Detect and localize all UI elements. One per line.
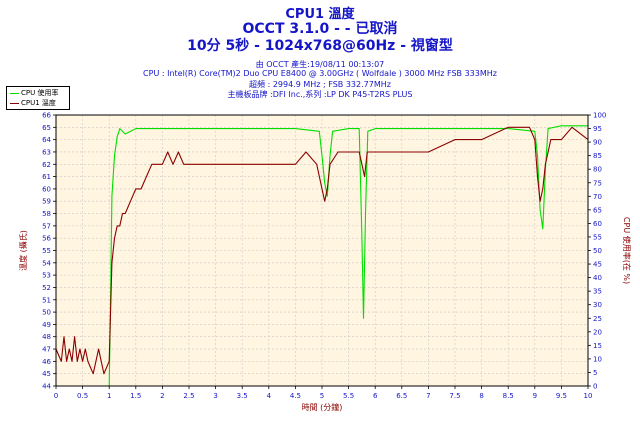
- x-tick-label: 6.5: [396, 392, 407, 400]
- y-left-tick-label: 44: [42, 383, 51, 391]
- series-line-cpu1-temp: [55, 126, 589, 375]
- x-tick-label: 2.5: [183, 392, 194, 400]
- chart-subtitle: OCCT 3.1.0 - - 已取消: [242, 21, 398, 37]
- y-left-tick-label: 56: [42, 235, 51, 243]
- series-layer: [55, 125, 589, 387]
- x-tick-label: 1.5: [130, 392, 141, 400]
- y-left-tick-label: 45: [42, 370, 51, 378]
- legend-swatch-usage: [10, 92, 19, 94]
- y-right-tick-label: 0: [593, 383, 597, 391]
- y-right-tick-label: 85: [593, 152, 602, 160]
- generated-info: 由 OCCT 產生:19/08/11 00:13:07: [255, 60, 385, 69]
- test-info: 10分 5秒 - 1024x768@60Hz - 視窗型: [187, 38, 453, 54]
- x-axis-label: 時間 (分鐘): [302, 402, 343, 412]
- y-left-tick-label: 51: [42, 296, 51, 304]
- y-left-tick-label: 50: [42, 309, 51, 317]
- x-tick-label: 7.5: [449, 392, 460, 400]
- y-right-tick-label: 40: [593, 274, 602, 282]
- x-tick-label: 0.5: [77, 392, 88, 400]
- y-left-tick-label: 59: [42, 198, 51, 206]
- y-left-tick-label: 64: [42, 136, 51, 144]
- y-right-tick-label: 100: [593, 112, 606, 120]
- y-right-tick-label: 55: [593, 233, 602, 241]
- y-right-tick-label: 20: [593, 328, 602, 336]
- x-tick-label: 5: [320, 392, 324, 400]
- x-tick-label: 4: [267, 392, 272, 400]
- y-right-tick-label: 10: [593, 355, 602, 363]
- legend-label-usage: CPU 使用率: [21, 89, 59, 97]
- y-right-tick-label: 95: [593, 125, 602, 133]
- y-left-tick-label: 62: [42, 161, 51, 169]
- y-left-tick-label: 57: [42, 222, 51, 230]
- legend-swatch-temp: [10, 102, 19, 104]
- axes: 0 0.5 1 1.5 2 2.5 3 3.5 4 4.5 5 5.5 6 6.5 7 7.5 8 8.5 9 9.5…: [42, 112, 606, 401]
- y-left-tick-label: 60: [42, 185, 51, 193]
- x-tick-label: 0: [54, 392, 58, 400]
- y-left-tick-label: 66: [42, 112, 51, 120]
- legend: CPU 使用率 CPU1 溫度: [6, 86, 70, 110]
- y-right-tick-label: 50: [593, 247, 602, 255]
- x-tick-label: 8.5: [503, 392, 514, 400]
- y-left-tick-label: 58: [42, 210, 51, 218]
- y-right-tick-label: 65: [593, 206, 602, 214]
- y-right-tick-label: 25: [593, 315, 602, 323]
- y-left-tick-label: 55: [42, 247, 51, 255]
- x-tick-label: 4.5: [290, 392, 301, 400]
- x-tick-label: 7: [426, 392, 430, 400]
- x-tick-label: 5.5: [343, 392, 354, 400]
- series-line-cpu-usage: [56, 125, 588, 387]
- y-right-tick-label: 5: [593, 369, 597, 377]
- clock-info: 超頻 : 2994.9 MHz ; FSB 332.77MHz: [249, 80, 391, 89]
- y-axis-label-right: CPU 使用率(在 %): [622, 217, 632, 284]
- y-right-tick-label: 30: [593, 301, 602, 309]
- y-left-tick-label: 52: [42, 284, 51, 292]
- y-axis-label-left: 溫度 (攝氏): [18, 230, 28, 271]
- y-right-tick-label: 80: [593, 166, 602, 174]
- cpu-info: CPU : Intel(R) Core(TM)2 Duo CPU E8400 @…: [143, 69, 497, 78]
- legend-entry-temp: CPU1 溫度: [10, 98, 56, 108]
- chart-title: CPU1 溫度: [285, 7, 355, 22]
- motherboard-info: 主機板品牌 :DFI Inc.,系列 :LP DK P45-T2RS PLUS: [227, 90, 413, 99]
- x-tick-label: 3: [213, 392, 217, 400]
- y-right-tick-label: 90: [593, 139, 602, 147]
- y-right-tick-label: 70: [593, 193, 602, 201]
- y-left-tick-label: 61: [42, 173, 51, 181]
- y-left-tick-label: 48: [42, 333, 51, 341]
- x-tick-label: 2: [160, 392, 164, 400]
- x-tick-label: 1: [107, 392, 111, 400]
- y-right-tick-label: 60: [593, 220, 602, 228]
- y-right-tick-label: 75: [593, 179, 602, 187]
- y-right-tick-label: 15: [593, 342, 602, 350]
- x-tick-label: 8: [479, 392, 483, 400]
- x-tick-label: 9: [533, 392, 537, 400]
- legend-entry-usage: CPU 使用率: [10, 88, 58, 98]
- y-left-tick-label: 54: [42, 259, 51, 267]
- x-tick-label: 3.5: [237, 392, 248, 400]
- y-left-tick-label: 65: [42, 124, 51, 132]
- x-tick-label: 6: [373, 392, 378, 400]
- y-left-tick-label: 63: [42, 148, 51, 156]
- x-tick-label: 10: [584, 392, 593, 400]
- y-left-tick-label: 49: [42, 321, 51, 329]
- legend-label-temp: CPU1 溫度: [21, 99, 56, 107]
- x-tick-label: 9.5: [556, 392, 567, 400]
- y-left-tick-label: 46: [42, 358, 51, 366]
- y-right-tick-label: 35: [593, 288, 602, 296]
- y-left-tick-label: 53: [42, 272, 51, 280]
- y-right-tick-label: 45: [593, 261, 602, 269]
- y-left-tick-label: 47: [42, 346, 51, 354]
